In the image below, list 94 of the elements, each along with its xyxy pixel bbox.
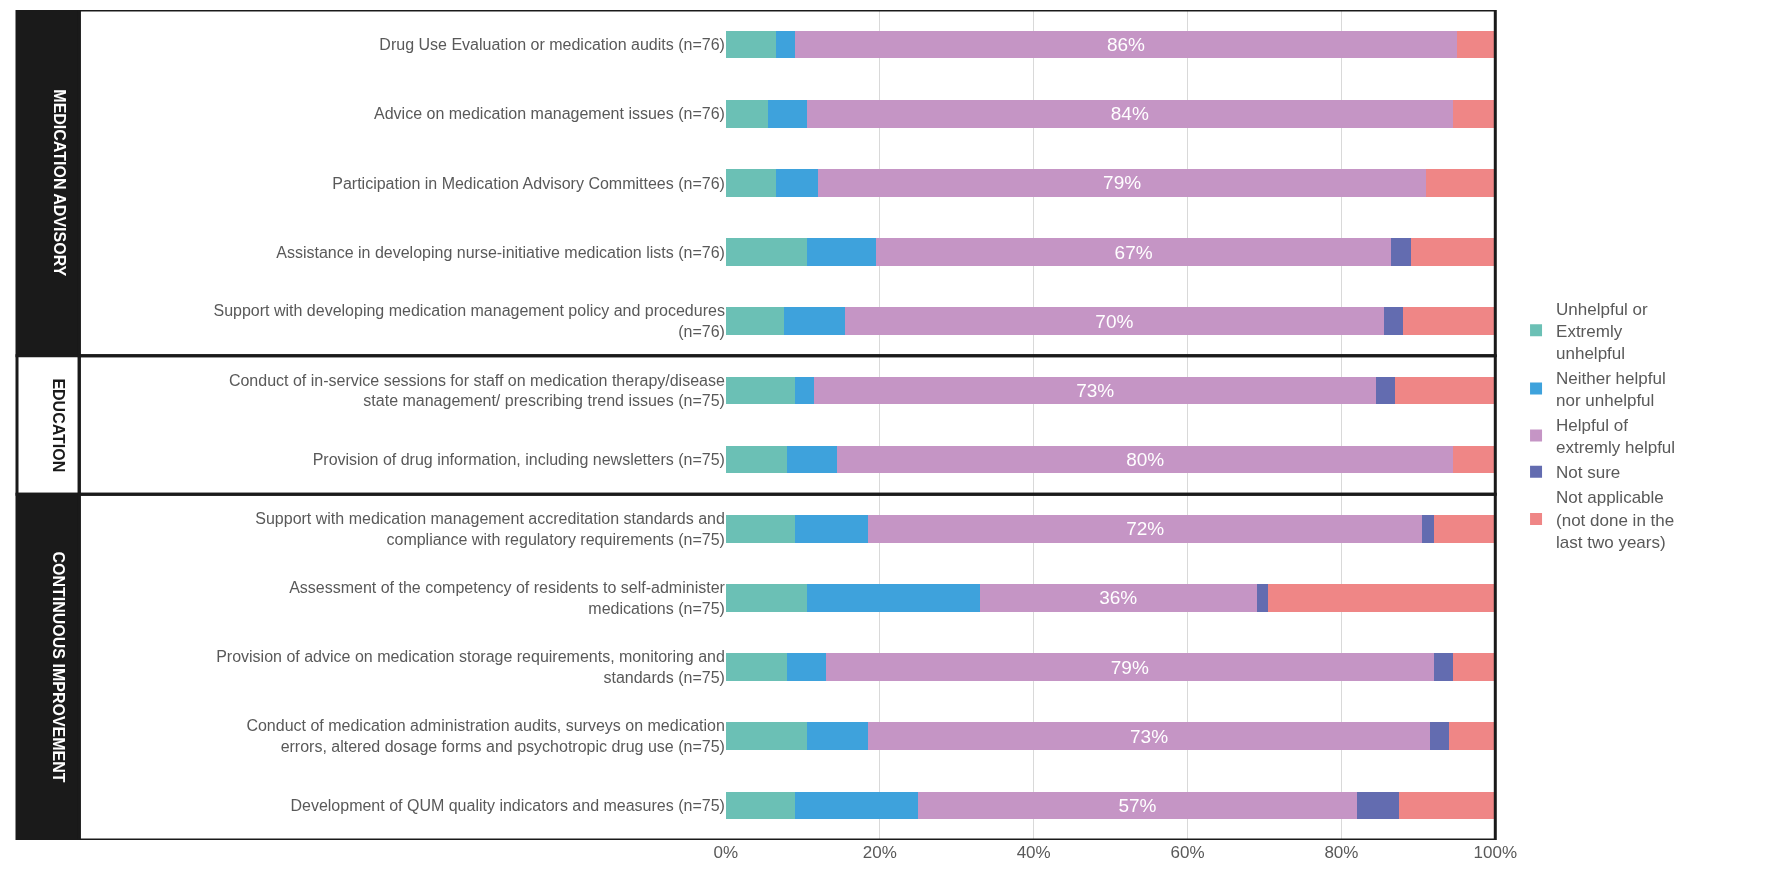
legend-label: Not sure [1556,463,1621,483]
bar [725,376,796,405]
bar [1410,238,1496,266]
text: CONTINUOUS IMPROVEMENT [49,551,67,783]
bar [1433,653,1453,681]
bar [725,307,784,336]
legend-label: Neither helpful nor unhelpful [1556,368,1666,411]
bar [725,238,807,266]
bar [1395,376,1496,405]
bar [725,722,807,751]
bar [775,169,819,197]
bar [806,238,876,266]
data-label: 84% [1110,103,1149,125]
data-label: 80% [1126,449,1165,471]
y-tick-label: Assistance in developing nurse-initiative medication lists (n=76) [276,243,725,261]
y-tick-label: Participation in Medication Advisory Committees (n=76) [332,174,725,192]
bar [1383,307,1403,336]
bar [1452,445,1496,474]
bar [825,653,1434,681]
y-tick-label: Support with medication management accreditation standards and compliance with regulatory requirements (n=75) [255,509,725,548]
data-label: 73% [1130,725,1169,747]
data-label: 79% [1103,172,1142,194]
y-tick-label: Support with developing medication management policy and procedures (n=76) [213,302,725,341]
bar [795,376,815,405]
bar [868,722,1430,751]
data-label: 72% [1126,518,1165,540]
bar [795,791,919,820]
y-tick-label: Advice on medication management issues (n=76) [374,105,725,123]
bar [768,99,807,128]
y-tick-label: Development of QUM quality indicators and measures (n=75) [290,797,725,815]
bar [787,653,826,681]
bar [725,99,769,128]
bar [1391,238,1411,266]
y-tick-label: Conduct of in-service sessions for staff on medication therapy/disease state management/ prescribing trend issues (n=75) [228,371,725,410]
bar [1452,653,1496,681]
bar [1433,514,1496,543]
bar [725,584,807,612]
text: EDUCATION [49,378,67,473]
data-label: 70% [1095,310,1134,332]
bar [725,514,796,543]
y-tick-label: Assessment of the competency of residents to self-administer medications (n=75) [289,579,726,617]
bar [1426,169,1496,197]
x-tick-label: 0% [713,843,739,862]
bar [814,376,1377,405]
legend-label: Not applicable (not done in the last two years) [1556,488,1675,552]
data-label: 57% [1118,794,1157,816]
legend-label: Unhelpful or Extremly unhelpful [1556,299,1649,363]
bar [1452,99,1496,128]
bar [1256,584,1269,612]
bar [725,30,776,59]
bar [1429,722,1450,751]
bar [725,445,788,474]
bar [806,584,980,612]
bar [1399,791,1496,820]
x-tick-label: 20% [862,843,897,862]
y-tick-label: Provision of drug information, including newsletters (n=75) [312,451,725,469]
bar [806,722,869,751]
x-tick-label: 100% [1473,843,1518,862]
bar [875,238,1392,266]
data-label: 73% [1076,379,1115,401]
bar [1449,722,1496,751]
data-label: 86% [1106,34,1146,56]
bar [1268,584,1496,612]
x-tick-label: 60% [1170,843,1205,862]
bar [1376,376,1396,405]
bar [1456,30,1496,59]
bar [795,514,869,543]
y-tick-label: Conduct of medication administration audits, surveys on medication errors, altered dosage forms and psychotropic drug use (n=75) [246,717,725,756]
bar [787,445,838,474]
bar [725,653,788,681]
bar [1356,791,1400,820]
legend-label: Helpful of extremly helpful [1556,416,1676,458]
bar [818,169,1427,197]
bar [775,30,796,59]
bar [806,99,1453,128]
x-tick-label: 40% [1016,843,1051,862]
data-label: 67% [1114,241,1153,263]
bar [725,169,776,197]
bar [868,514,1423,543]
text: MEDICATION ADVISORY [50,89,68,277]
bar [845,307,1384,336]
data-label: 36% [1099,587,1138,609]
x-tick-label: 80% [1324,843,1359,862]
bar [725,791,796,820]
y-tick-label: Provision of advice on medication storage requirements, monitoring and standards (n=75) [216,648,725,687]
bar [979,584,1257,612]
y-tick-label: Drug Use Evaluation or medication audits (n=76) [379,36,725,54]
bar [918,791,1357,820]
bar [837,445,1453,474]
data-label: 79% [1110,656,1149,678]
bar [795,30,1457,59]
bar [1422,514,1434,543]
bar [783,307,846,336]
bar [1402,307,1496,336]
